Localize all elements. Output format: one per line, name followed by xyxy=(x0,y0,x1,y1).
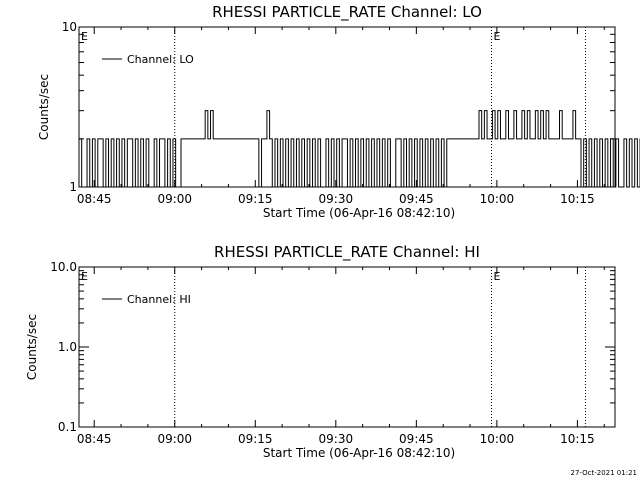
footer-timestamp: 27-Oct-2021 01:21 xyxy=(571,469,637,477)
x-tick-label: 10:00 xyxy=(480,432,515,446)
x-tick-label: 08:45 xyxy=(77,432,112,446)
x-tick-label: 09:30 xyxy=(319,192,354,206)
x-tick-label: 09:30 xyxy=(319,432,354,446)
y-tick-label: 1.0 xyxy=(58,340,77,354)
x-tick-label: 09:45 xyxy=(399,432,434,446)
x-axis-label: Start Time (06-Apr-16 08:42:10) xyxy=(263,446,455,460)
legend-label: Channel: LO xyxy=(127,53,194,66)
y-tick-label: 0.1 xyxy=(58,420,77,434)
y-axis-label: Counts/sec xyxy=(25,314,39,380)
y-tick-label: 10 xyxy=(62,20,77,34)
x-tick-label: 09:15 xyxy=(238,432,273,446)
plot-frame xyxy=(78,26,616,188)
x-tick-label: 10:15 xyxy=(560,432,595,446)
legend-label: Channel: HI xyxy=(127,293,191,306)
y-axis-label: Counts/sec xyxy=(37,74,51,140)
y-tick-label: 10.0 xyxy=(50,260,77,274)
series-line-0 xyxy=(79,110,640,188)
y-tick-label: 1 xyxy=(69,180,77,194)
chart-panel-lo: RHESSI PARTICLE_RATE Channel: LO E E 08:45 0… xyxy=(37,3,640,220)
x-tick-label: 10:15 xyxy=(560,192,595,206)
x-axis-label: Start Time (06-Apr-16 08:42:10) xyxy=(263,206,455,220)
x-tick-label: 09:00 xyxy=(157,432,192,446)
marker-label: E xyxy=(81,270,88,283)
x-tick-label: 09:15 xyxy=(238,192,273,206)
marker-label: E xyxy=(494,30,501,43)
marker-label: E xyxy=(81,30,88,43)
x-tick-label: 10:00 xyxy=(480,192,515,206)
chart-title: RHESSI PARTICLE_RATE Channel: HI xyxy=(214,243,480,262)
x-tick-label: 09:00 xyxy=(157,192,192,206)
plot-frame xyxy=(78,266,616,428)
x-tick-label: 08:45 xyxy=(77,192,112,206)
chart-panel-hi: RHESSI PARTICLE_RATE Channel: HIE E08:45 0… xyxy=(25,243,616,460)
chart-title: RHESSI PARTICLE_RATE Channel: LO xyxy=(212,3,482,22)
marker-label: E xyxy=(494,270,501,283)
x-tick-label: 09:45 xyxy=(399,192,434,206)
